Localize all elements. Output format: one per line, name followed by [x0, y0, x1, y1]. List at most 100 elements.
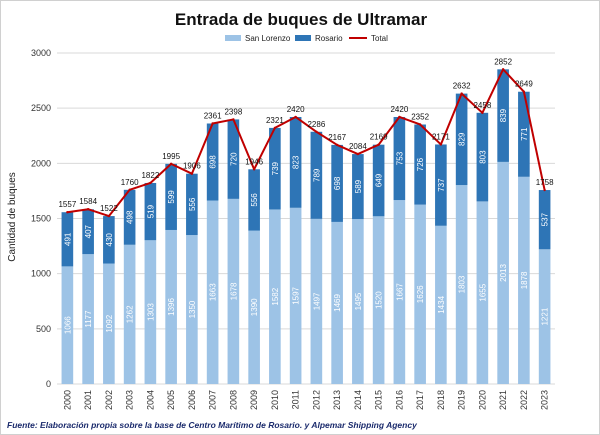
bar-rosario	[455, 93, 468, 186]
label-san-lorenzo: 1434	[437, 295, 446, 313]
x-tick-label: 2000	[62, 390, 72, 410]
label-san-lorenzo: 1495	[354, 292, 363, 310]
bar-san-lorenzo	[289, 207, 302, 384]
bar-rosario	[435, 144, 447, 226]
total-point	[149, 181, 152, 185]
total-point	[211, 122, 214, 125]
x-tick-label: 2016	[394, 390, 404, 410]
total-point	[190, 172, 194, 175]
label-rosario: 556	[250, 193, 259, 207]
bar-san-lorenzo	[144, 240, 157, 384]
bar-rosario	[352, 154, 364, 220]
label-rosario: 753	[395, 151, 404, 165]
total-point	[460, 92, 463, 95]
label-rosario: 771	[520, 127, 529, 141]
bar-san-lorenzo	[393, 200, 406, 384]
total-point	[169, 162, 173, 166]
x-axis-ticks: 2000 2001 2002 2003 2004 2005 2006 2007 2008 2009…	[62, 390, 549, 410]
total-label: 1822	[141, 171, 159, 180]
legend: San Lorenzo Rosario Total	[225, 34, 388, 43]
x-tick-label: 2021	[498, 390, 508, 410]
label-san-lorenzo: 1520	[375, 291, 384, 309]
bar-san-lorenzo	[186, 235, 198, 384]
x-tick-label: 2023	[540, 390, 550, 410]
label-rosario: 726	[416, 157, 425, 171]
x-tick-label: 2003	[125, 390, 135, 410]
bar-rosario	[248, 169, 260, 231]
total-label: 2420	[287, 105, 305, 114]
bar-san-lorenzo	[248, 230, 260, 384]
bar-san-lorenzo	[103, 263, 115, 384]
total-label: 2361	[204, 112, 222, 121]
bar-rosario	[82, 209, 94, 255]
bar-rosario	[538, 190, 551, 250]
y-tick-label: 1000	[31, 269, 51, 279]
total-label: 2084	[349, 142, 367, 151]
bar-rosario	[497, 69, 509, 162]
total-point	[356, 152, 360, 156]
legend-label-san-lorenzo: San Lorenzo	[245, 34, 291, 43]
x-tick-label: 2017	[415, 390, 425, 410]
label-rosario: 803	[478, 150, 487, 164]
total-label: 2167	[328, 133, 346, 142]
total-label: 2632	[453, 82, 471, 91]
label-san-lorenzo: 1396	[167, 298, 176, 316]
total-label: 1557	[58, 200, 76, 209]
label-san-lorenzo: 1262	[126, 305, 135, 323]
x-tick-label: 2022	[519, 390, 529, 410]
bar-rosario	[414, 124, 426, 205]
label-rosario: 823	[292, 155, 301, 169]
bar-san-lorenzo	[538, 249, 551, 384]
bar-rosario	[61, 212, 74, 267]
bar-san-lorenzo	[331, 221, 343, 384]
total-label: 1758	[536, 178, 554, 187]
label-san-lorenzo: 1803	[458, 275, 467, 293]
x-tick-label: 2009	[249, 390, 259, 410]
total-point	[86, 208, 90, 211]
bar-san-lorenzo	[310, 218, 323, 384]
label-rosario: 537	[541, 212, 550, 226]
total-label: 2321	[266, 116, 284, 125]
label-san-lorenzo: 1582	[271, 287, 280, 305]
label-rosario: 589	[354, 179, 363, 193]
total-label: 1946	[245, 157, 263, 166]
label-rosario: 407	[84, 224, 93, 238]
total-label: 2649	[515, 80, 533, 89]
total-point	[315, 130, 318, 133]
x-tick-label: 2011	[291, 390, 301, 409]
label-san-lorenzo: 1597	[292, 286, 301, 304]
bar-san-lorenzo	[455, 185, 468, 384]
x-tick-label: 2006	[187, 390, 197, 410]
label-rosario: 829	[458, 132, 467, 146]
bar-rosario	[269, 127, 281, 210]
total-point	[273, 126, 277, 130]
label-san-lorenzo: 1678	[229, 282, 238, 300]
label-rosario: 720	[229, 152, 238, 166]
y-tick-label: 3000	[31, 48, 51, 58]
total-point	[481, 111, 484, 115]
legend-label-rosario: Rosario	[315, 34, 343, 43]
bar-rosario	[186, 173, 198, 236]
label-san-lorenzo: 1066	[63, 316, 72, 334]
total-point	[543, 188, 546, 192]
label-rosario: 839	[499, 108, 508, 122]
label-rosario: 430	[105, 233, 114, 247]
label-san-lorenzo: 1350	[188, 300, 197, 318]
label-san-lorenzo: 1667	[395, 283, 404, 301]
total-point	[66, 211, 69, 214]
x-tick-label: 2008	[228, 390, 238, 410]
label-rosario: 698	[209, 155, 218, 169]
label-rosario: 498	[126, 210, 135, 224]
total-label: 1584	[79, 197, 97, 206]
total-series-line	[67, 68, 546, 218]
y-axis-ticks: 0 500 1000 1500 2000 2500 3000	[31, 48, 51, 389]
x-tick-label: 2014	[353, 390, 363, 410]
bar-san-lorenzo	[227, 198, 240, 384]
label-san-lorenzo: 2013	[499, 264, 508, 282]
gridlines	[57, 52, 555, 385]
chart-title: Entrada de buques de Ultramar	[175, 10, 428, 29]
bar-rosario	[518, 91, 530, 177]
label-san-lorenzo: 1663	[209, 283, 218, 301]
